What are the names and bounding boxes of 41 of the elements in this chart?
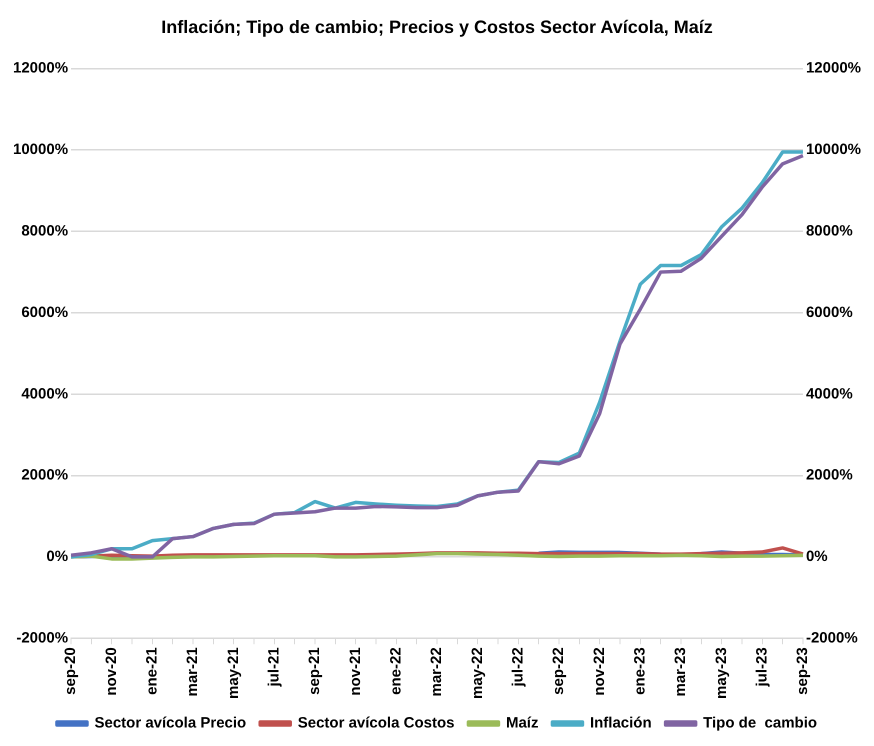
x-tick-label: nov-22 — [590, 647, 608, 696]
x-tick-label: ene-22 — [387, 647, 404, 695]
y-tick-label: 0% — [46, 548, 68, 566]
x-tick-label: sep-22 — [550, 647, 568, 695]
legend-label: Inflación — [590, 714, 652, 732]
x-tick-label: may-23 — [712, 647, 730, 699]
y2-tick-label: 6000% — [806, 304, 853, 321]
x-tick-label: nov-20 — [102, 647, 120, 696]
y-tick-label: -2000% — [16, 629, 68, 646]
x-tick-label: may-21 — [224, 647, 242, 699]
x-tick-label: ene-21 — [144, 647, 161, 695]
y2-tick-label: 8000% — [806, 222, 853, 240]
y2-tick-label: -2000% — [806, 629, 858, 646]
y-tick-label: 8000% — [21, 222, 68, 240]
y2-tick-label: 2000% — [806, 466, 853, 484]
y2-tick-label: 12000% — [806, 60, 862, 77]
x-tick-label: sep-20 — [62, 647, 80, 695]
x-tick-label: may-22 — [468, 647, 486, 699]
y2-tick-label: 0% — [806, 548, 828, 566]
legend-label: Sector avícola Precio — [94, 714, 246, 732]
y-tick-label: 2000% — [21, 466, 68, 484]
x-tick-label: jul-22 — [509, 647, 526, 688]
legend-label: Tipo de cambio — [703, 714, 818, 732]
legend-label: Maíz — [506, 714, 538, 732]
y2-tick-label: 10000% — [806, 141, 862, 158]
x-tick-label: sep-21 — [306, 647, 324, 695]
y-tick-label: 4000% — [21, 385, 68, 402]
y-tick-label: 10000% — [12, 141, 68, 158]
chart-title: Inflación; Tipo de cambio; Precios y Costos Sector Avícola, Maíz — [161, 16, 713, 37]
y-tick-label: 6000% — [21, 304, 68, 321]
legend-label: Sector avícola Costos — [298, 714, 454, 732]
x-tick-label: mar-21 — [184, 647, 202, 696]
x-tick-label: jul-23 — [753, 647, 770, 688]
x-tick-label: nov-21 — [346, 647, 364, 696]
x-tick-label: jul-21 — [265, 647, 282, 688]
x-tick-label: sep-23 — [794, 647, 812, 695]
y2-tick-label: 4000% — [806, 385, 853, 402]
x-tick-label: mar-22 — [428, 647, 446, 696]
x-tick-label: mar-23 — [672, 647, 690, 696]
y-tick-label: 12000% — [12, 60, 68, 77]
x-tick-label: ene-23 — [631, 647, 648, 695]
